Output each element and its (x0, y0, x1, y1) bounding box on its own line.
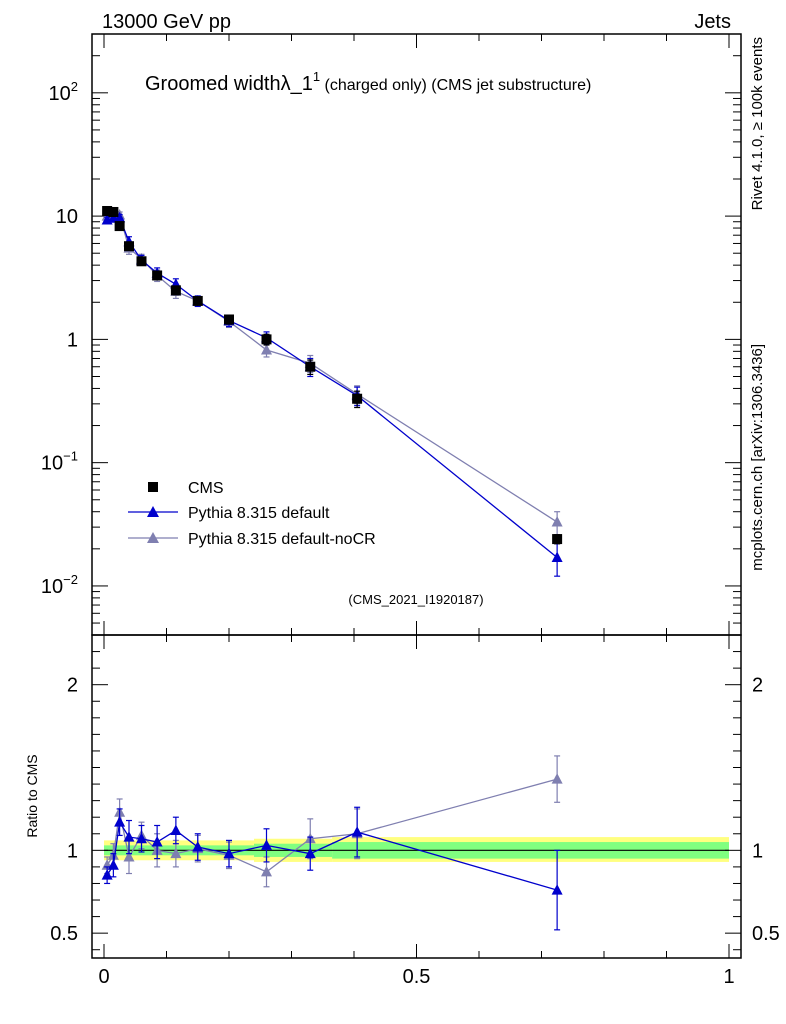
energy-label: 13000 GeV pp (102, 11, 231, 33)
legend-label-nocr: Pythia 8.315 default-noCR (188, 531, 376, 548)
main-point-cms-1 (108, 206, 119, 217)
main-y-tick-label-0: 102 (49, 79, 78, 105)
title-sup: 1 (313, 69, 320, 84)
ratio-y-axis-label: Ratio to CMS (24, 754, 40, 837)
ratio-y-tick-label-left-0: 0.5 (50, 923, 78, 945)
main-point-cms-3 (124, 241, 134, 252)
ratio-plot-frame (91, 634, 742, 959)
main-y-tick-base-0: 10 (49, 83, 71, 105)
main-point-cms-6 (170, 285, 181, 296)
main-point-cms-11 (352, 393, 363, 404)
ratio-y-tick-label-left-2: 2 (67, 675, 78, 697)
main-y-tick-base-3: 10 (41, 453, 63, 475)
main-point-default-2 (114, 211, 126, 223)
main-point-cms-5 (152, 270, 163, 281)
ratio-point-default-3 (123, 831, 135, 842)
version-label: Rivet 4.1.0, ≥ 100k events (749, 37, 766, 210)
ratio-point-nocr-9 (261, 865, 272, 877)
ratio-point-nocr-12 (551, 773, 563, 784)
ratio-point-default-10 (304, 847, 316, 859)
ratio-point-default-4 (136, 832, 147, 844)
main-y-tick-label-4: 10−2 (41, 572, 78, 598)
main-point-default-12 (551, 551, 563, 563)
main-y-tick-exponent-4: −2 (63, 572, 78, 587)
main-y-tick-label-1: 10 (56, 206, 78, 228)
title-rest: (charged only) (CMS jet substructure) (320, 77, 591, 94)
ratio-point-nocr-3 (123, 850, 135, 862)
main-y-tick-label-2: 1 (67, 329, 78, 351)
ratio-point-default-6 (170, 824, 182, 835)
main-point-cms-0 (102, 205, 113, 216)
main-line-nocr (106, 212, 558, 523)
main-point-nocr-12 (551, 516, 563, 527)
legend-marker-default (147, 506, 159, 517)
ratio-point-default-11 (351, 826, 363, 837)
main-y-tick-label-3: 10−1 (41, 449, 78, 475)
legend-marker-nocr (147, 532, 159, 543)
ratio-point-default-1 (107, 859, 119, 870)
legend-label-default: Pythia 8.315 default (188, 505, 330, 522)
main-y-tick-exponent-0: 2 (71, 79, 78, 94)
main-y-tick-exponent-3: −1 (63, 449, 78, 464)
ratio-y-tick-label-right-2: 2 (752, 675, 763, 697)
main-point-cms-8 (224, 314, 234, 325)
x-tick-label-1: 0.5 (403, 966, 431, 988)
main-point-cms-2 (114, 221, 125, 232)
analysis-label: (CMS_2021_I1920187) (348, 592, 483, 607)
main-plot-title: Groomed widthλ_11 (charged only) (CMS je… (145, 69, 591, 95)
x-tick-label-2: 1 (723, 966, 734, 988)
ratio-point-default-5 (151, 836, 163, 847)
legend-marker-cms (148, 482, 158, 492)
main-point-cms-9 (261, 334, 272, 345)
main-y-tick-base-4: 10 (41, 576, 63, 598)
main-point-cms-12 (552, 534, 563, 545)
ratio-point-default-12 (551, 884, 563, 895)
x-tick-label-0: 0 (98, 966, 109, 988)
ratio-point-default-2 (114, 816, 126, 827)
ratio-y-tick-label-right-1: 1 (752, 840, 763, 862)
main-point-cms-7 (192, 295, 203, 306)
main-y-tick-base-1: 10 (56, 206, 78, 228)
title-main: Groomed widthλ_1 (145, 73, 313, 95)
main-point-cms-10 (305, 361, 316, 372)
ratio-point-default-0 (101, 869, 113, 880)
ratio-point-default-9 (261, 839, 272, 850)
ratio-point-default-7 (192, 841, 204, 852)
main-y-tick-base-2: 1 (67, 329, 78, 351)
ratio-point-default-8 (223, 847, 235, 859)
main-line-default (106, 217, 558, 559)
main-point-cms-4 (136, 256, 147, 267)
ratio-y-tick-label-left-1: 1 (67, 840, 78, 862)
ratio-point-nocr-6 (170, 847, 182, 859)
category-label: Jets (694, 11, 731, 33)
legend-label-cms: CMS (188, 480, 224, 497)
site-label: mcplots.cern.ch [arXiv:1306.3436] (749, 344, 766, 571)
ratio-y-tick-label-right-0: 0.5 (752, 923, 780, 945)
legend: CMS Pythia 8.315 default Pythia 8.315 de… (128, 480, 376, 548)
main-point-nocr-9 (261, 344, 272, 355)
